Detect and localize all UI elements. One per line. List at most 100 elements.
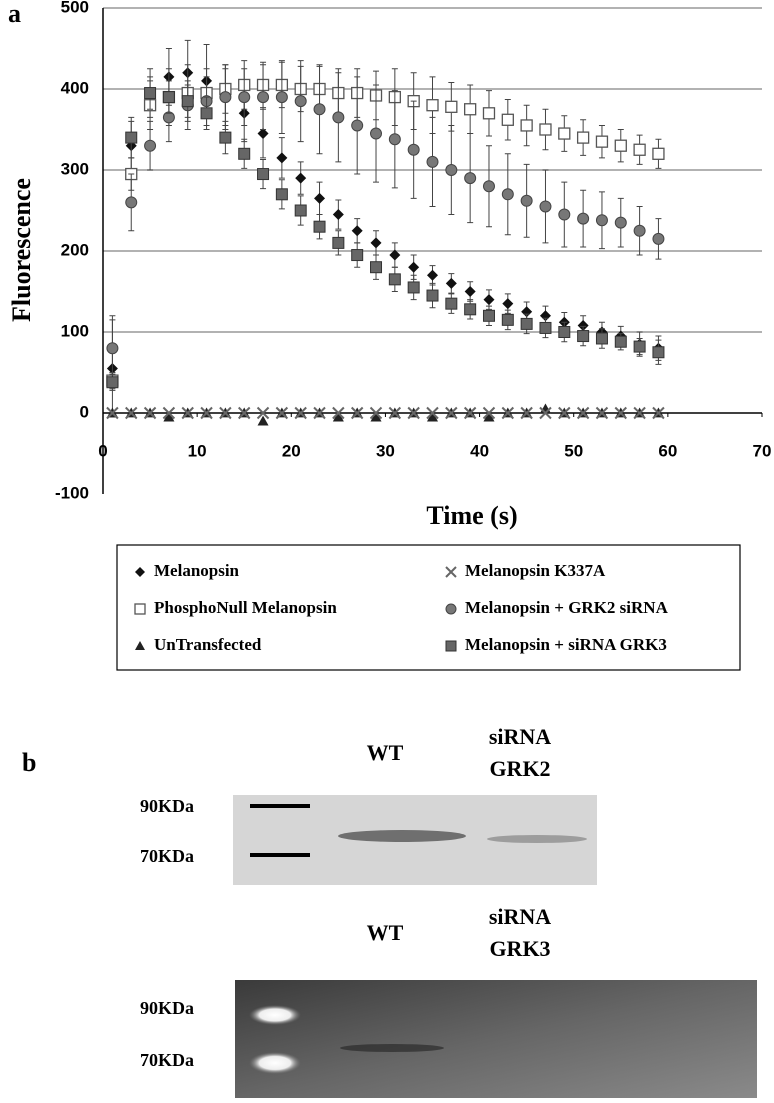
data-point xyxy=(501,406,515,420)
data-point xyxy=(370,261,383,274)
y-tick-label: 300 xyxy=(61,159,89,178)
data-point xyxy=(502,298,514,310)
x-tick-label: 70 xyxy=(753,441,772,460)
data-point xyxy=(427,269,438,281)
y-tick-label: 400 xyxy=(61,78,89,97)
data-point xyxy=(501,188,514,201)
ladder-band xyxy=(250,804,310,808)
y-tick-label: 0 xyxy=(80,402,89,421)
legend-swatch xyxy=(135,641,145,650)
data-point xyxy=(389,249,401,261)
y-tick-label: -100 xyxy=(55,483,89,502)
panel-label: a xyxy=(8,0,21,28)
data-point xyxy=(539,200,552,213)
data-point xyxy=(558,208,571,221)
data-point xyxy=(408,261,420,273)
data-point xyxy=(313,406,326,420)
data-point xyxy=(106,342,119,355)
x-tick-label: 60 xyxy=(658,441,677,460)
data-point xyxy=(577,320,589,332)
protein-band xyxy=(338,830,466,842)
data-point xyxy=(351,249,364,262)
data-point xyxy=(520,406,533,420)
data-point xyxy=(614,406,627,420)
data-point xyxy=(106,376,119,389)
y-tick-label: 200 xyxy=(61,240,89,259)
panel-label: b xyxy=(22,748,36,777)
ladder-band xyxy=(249,1005,301,1025)
x-tick-label: 50 xyxy=(564,441,583,460)
size-marker-label: 70KDa xyxy=(140,1050,194,1070)
data-point xyxy=(614,216,627,229)
data-point xyxy=(595,406,609,420)
lane-label: siRNA xyxy=(489,904,551,929)
ladder-band xyxy=(250,853,310,857)
data-point xyxy=(276,152,288,164)
lane-label: GRK2 xyxy=(489,756,550,781)
legend-swatch xyxy=(445,566,457,578)
data-point xyxy=(558,406,571,420)
data-point xyxy=(407,281,420,294)
data-point xyxy=(295,172,307,184)
data-point xyxy=(275,406,289,420)
data-point xyxy=(294,406,307,420)
legend-swatch xyxy=(445,640,457,652)
data-point xyxy=(388,133,401,146)
data-point xyxy=(238,406,251,420)
data-point xyxy=(463,406,477,420)
data-point xyxy=(332,411,344,422)
data-point xyxy=(426,289,439,302)
data-point xyxy=(576,406,590,420)
protein-band xyxy=(487,835,587,843)
ladder-band xyxy=(249,1052,301,1074)
data-point xyxy=(351,119,364,132)
data-point xyxy=(181,406,194,420)
lane-label: WT xyxy=(367,740,404,765)
data-point xyxy=(652,346,665,359)
data-point xyxy=(238,91,251,104)
blot-image xyxy=(235,980,757,1098)
data-point xyxy=(652,147,665,160)
data-point xyxy=(483,294,495,306)
x-tick-label: 10 xyxy=(188,441,207,460)
data-point xyxy=(595,332,608,345)
data-point xyxy=(558,127,571,140)
data-point xyxy=(482,180,495,193)
data-point xyxy=(445,100,458,113)
legend-label: Melanopsin + siRNA GRK3 xyxy=(465,635,667,654)
data-point xyxy=(652,406,665,420)
legend-label: Melanopsin xyxy=(154,561,240,580)
data-point xyxy=(200,406,213,420)
data-point xyxy=(501,313,514,326)
data-point xyxy=(294,95,307,108)
size-marker-label: 90KDa xyxy=(140,796,194,816)
data-point xyxy=(275,188,288,201)
data-point xyxy=(445,164,458,176)
x-tick-label: 0 xyxy=(98,441,107,460)
data-point xyxy=(200,107,213,120)
data-point xyxy=(125,131,138,144)
legend: Melanopsin PhosphoNull Melanopsin UnTransf… xyxy=(134,561,669,654)
lane-label: GRK3 xyxy=(489,936,550,961)
lane-label: WT xyxy=(367,920,404,945)
data-point xyxy=(427,411,438,422)
data-point xyxy=(370,411,382,422)
data-point xyxy=(482,309,495,322)
data-point xyxy=(482,406,496,420)
data-point xyxy=(464,172,477,185)
data-point xyxy=(633,406,646,420)
data-point xyxy=(407,406,420,420)
data-point xyxy=(464,103,477,116)
data-point xyxy=(577,212,590,225)
data-point xyxy=(162,91,175,104)
data-point xyxy=(219,91,232,104)
size-marker-label: 70KDa xyxy=(140,846,194,866)
data-point xyxy=(332,236,345,249)
legend-swatch xyxy=(134,603,146,615)
data-point xyxy=(520,119,533,132)
data-point xyxy=(257,415,269,426)
data-point xyxy=(144,139,157,152)
y-tick-label: 100 xyxy=(61,321,89,340)
